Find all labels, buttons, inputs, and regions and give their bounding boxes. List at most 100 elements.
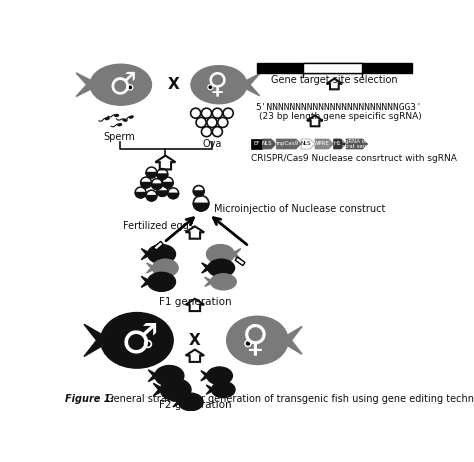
- Polygon shape: [207, 93, 223, 103]
- Polygon shape: [189, 406, 196, 410]
- Wedge shape: [162, 182, 173, 188]
- Polygon shape: [164, 272, 171, 276]
- Wedge shape: [146, 172, 157, 178]
- Ellipse shape: [155, 365, 184, 386]
- Polygon shape: [168, 368, 173, 371]
- Polygon shape: [220, 261, 224, 264]
- Polygon shape: [160, 286, 167, 291]
- Ellipse shape: [123, 119, 127, 121]
- Polygon shape: [219, 272, 227, 276]
- Polygon shape: [173, 395, 182, 400]
- Polygon shape: [161, 247, 164, 250]
- Ellipse shape: [100, 312, 173, 368]
- Text: ♀: ♀: [206, 71, 228, 99]
- Text: (23 bp length gene speicific sgRNA): (23 bp length gene speicific sgRNA): [259, 112, 422, 122]
- Ellipse shape: [227, 316, 288, 365]
- Text: 5'NNNNNNNNNNNNNNNNNNNNNNNGG3': 5'NNNNNNNNNNNNNNNNNNNNNNNGG3': [255, 103, 422, 112]
- Text: ♂: ♂: [120, 319, 158, 361]
- Ellipse shape: [207, 367, 232, 384]
- Polygon shape: [174, 381, 179, 385]
- Text: Ova: Ova: [202, 139, 222, 149]
- Circle shape: [146, 342, 150, 346]
- Wedge shape: [193, 191, 204, 196]
- Text: Gene target site selection: Gene target site selection: [271, 75, 398, 85]
- Bar: [257, 63, 412, 73]
- Polygon shape: [201, 263, 212, 273]
- Polygon shape: [218, 380, 225, 384]
- Text: NLS: NLS: [300, 141, 311, 146]
- Text: sgRNA or
strat seq: sgRNA or strat seq: [342, 139, 367, 149]
- Polygon shape: [222, 286, 229, 289]
- Text: WPRE: WPRE: [314, 141, 330, 146]
- Polygon shape: [279, 326, 302, 354]
- Ellipse shape: [90, 64, 152, 105]
- Polygon shape: [230, 249, 241, 260]
- Circle shape: [246, 342, 249, 345]
- Polygon shape: [173, 397, 182, 407]
- Wedge shape: [135, 193, 146, 198]
- Polygon shape: [141, 249, 152, 260]
- Ellipse shape: [153, 259, 178, 277]
- Polygon shape: [219, 369, 222, 372]
- Ellipse shape: [147, 244, 175, 264]
- Polygon shape: [167, 380, 175, 385]
- Polygon shape: [117, 94, 134, 104]
- Wedge shape: [157, 191, 168, 196]
- Polygon shape: [161, 274, 164, 278]
- Ellipse shape: [179, 393, 203, 411]
- Ellipse shape: [210, 274, 236, 290]
- Circle shape: [145, 340, 152, 347]
- Text: X: X: [189, 333, 201, 348]
- Polygon shape: [222, 393, 228, 397]
- Polygon shape: [334, 139, 346, 149]
- Ellipse shape: [106, 117, 109, 120]
- Text: EF: EF: [254, 141, 260, 146]
- Ellipse shape: [147, 272, 175, 292]
- Polygon shape: [141, 276, 152, 287]
- Wedge shape: [152, 184, 162, 189]
- Text: ♂: ♂: [109, 70, 137, 99]
- Polygon shape: [190, 395, 193, 398]
- Text: General strategy for generation of transgenic fish using gene editing technology: General strategy for generation of trans…: [103, 394, 474, 404]
- Polygon shape: [153, 383, 165, 396]
- Text: hnpCas9: hnpCas9: [274, 141, 298, 146]
- Polygon shape: [201, 371, 210, 381]
- Ellipse shape: [129, 116, 133, 118]
- Wedge shape: [168, 193, 179, 199]
- Text: Figure 1:: Figure 1:: [65, 394, 115, 404]
- Bar: [154, 241, 163, 250]
- Text: Microinjectio of Nuclease construct: Microinjectio of Nuclease construct: [214, 205, 386, 214]
- Polygon shape: [148, 370, 159, 382]
- Wedge shape: [157, 174, 168, 179]
- Text: CRISPR/Cas9 Nuclease consrtruct with sgRNA: CRISPR/Cas9 Nuclease consrtruct with sgR…: [251, 154, 457, 163]
- Wedge shape: [193, 203, 209, 211]
- Polygon shape: [218, 247, 221, 250]
- Polygon shape: [84, 324, 112, 357]
- Polygon shape: [301, 139, 315, 149]
- Circle shape: [128, 85, 133, 90]
- Circle shape: [129, 86, 131, 89]
- Text: NLS: NLS: [262, 141, 272, 146]
- Text: ♀: ♀: [242, 322, 269, 359]
- Ellipse shape: [207, 244, 235, 264]
- Polygon shape: [213, 70, 221, 77]
- Polygon shape: [238, 73, 260, 96]
- Polygon shape: [135, 318, 145, 328]
- Text: H1: H1: [334, 141, 341, 146]
- Polygon shape: [276, 139, 301, 149]
- Ellipse shape: [208, 259, 235, 277]
- Text: X: X: [168, 77, 180, 92]
- Polygon shape: [118, 68, 127, 76]
- Polygon shape: [346, 139, 368, 149]
- Text: F1 generation: F1 generation: [159, 297, 231, 307]
- Polygon shape: [76, 73, 100, 97]
- Polygon shape: [205, 277, 215, 286]
- Polygon shape: [315, 139, 334, 149]
- Ellipse shape: [118, 124, 121, 126]
- Ellipse shape: [211, 382, 235, 398]
- Text: Sperm: Sperm: [104, 133, 136, 142]
- Wedge shape: [146, 195, 157, 201]
- Text: Fertilized eggs: Fertilized eggs: [123, 221, 194, 231]
- Bar: [235, 257, 245, 266]
- Polygon shape: [222, 383, 226, 386]
